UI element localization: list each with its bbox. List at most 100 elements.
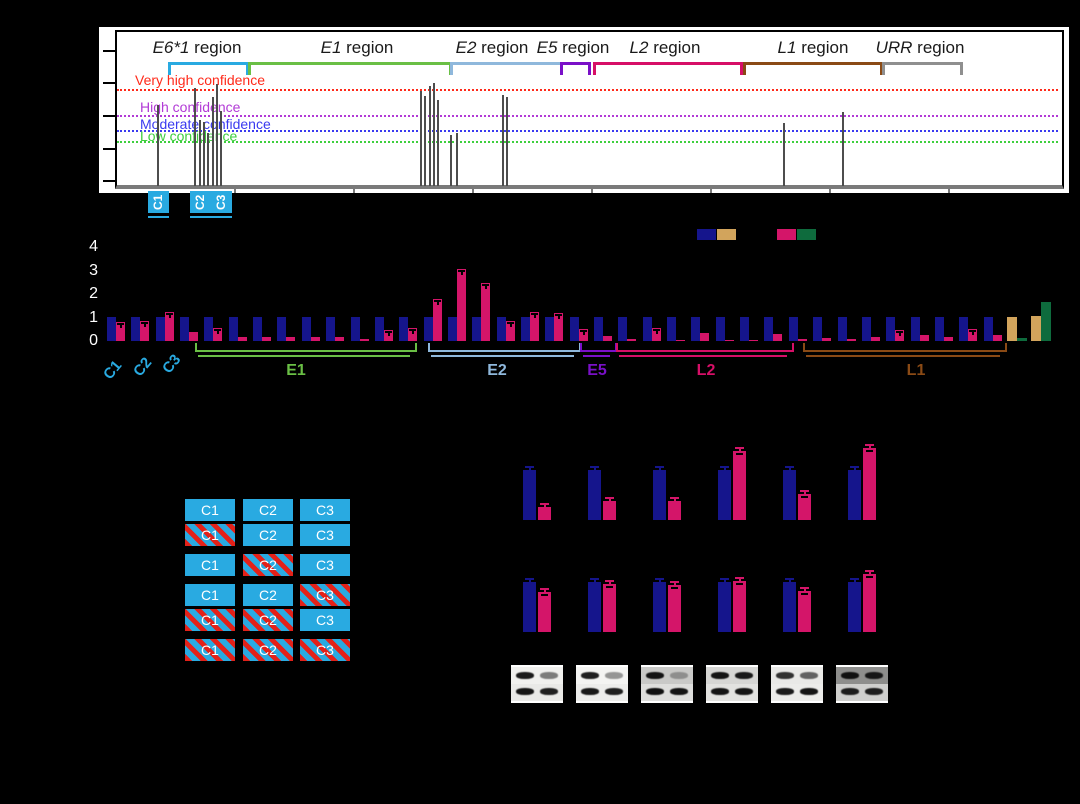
blot-band [735,688,753,695]
confidence-peak [429,86,431,186]
blot-band [581,688,599,695]
bar-magenta [603,584,616,632]
region-bracket [560,62,591,75]
bar-magenta [700,333,709,341]
region-label: E1 region [320,38,394,57]
region-label: E2 [487,362,507,379]
error-bar-stem [529,466,531,474]
bar-magenta [603,501,616,520]
target-site-underline [148,216,169,218]
bar-navy [594,317,603,341]
bar-magenta [530,312,539,341]
target-site-box: C2 [190,191,211,213]
construct-cell-mutated: C1 [185,522,235,548]
bar-magenta [335,337,344,341]
confidence-peak [437,100,439,186]
x-axis-tick [710,187,712,193]
confidence-threshold-line [117,130,1058,132]
bar-navy [667,317,676,341]
region-bracket [168,62,249,75]
target-site-box: C3 [211,191,232,213]
bar-navy [399,317,408,341]
blot-band [735,672,753,679]
bar-magenta [749,340,758,341]
blot-band [516,688,534,695]
error-bar-stem [656,329,658,334]
error-bar-stem [485,284,487,289]
bar-magenta [481,283,490,341]
bar-navy [886,317,895,341]
region-label: L2 [696,362,716,379]
plot-frame [115,30,1064,189]
error-bar-stem [854,578,856,586]
construct-cell: C3 [300,552,350,578]
construct-cell-mutated: C1 [185,637,235,663]
blot-band [516,672,534,679]
confidence-peak [424,96,426,186]
confidence-peak [194,88,196,186]
blot-band [841,688,859,695]
bar-navy [984,317,993,341]
bar-navy [848,582,861,632]
bar-navy [588,470,601,520]
bar-magenta [798,339,807,341]
error-bar-stem [789,466,791,474]
bar-magenta [286,337,295,341]
blot-band [841,672,859,679]
bar-magenta [822,338,831,341]
bar-navy [424,317,433,341]
error-bar-inner-cap [606,586,613,588]
bar-navy [229,317,238,341]
error-bar-inner-cap [541,594,548,596]
bar-magenta [676,340,685,341]
bar-magenta [538,507,551,520]
error-bar-stem [724,466,726,474]
confidence-threshold-line [117,89,1058,91]
bar-navy [521,317,530,341]
bar-magenta [408,328,417,341]
confidence-peak [450,135,452,186]
bar-magenta [668,501,681,520]
error-bar-inner-cap [801,593,808,595]
error-bar-stem [899,331,901,336]
region-label: E5 [587,362,607,379]
bar-magenta [506,321,515,341]
confidence-peak [199,120,201,186]
confidence-threshold-label: Moderate confidence [140,116,271,132]
bar-magenta [668,585,681,632]
blot-band [670,672,688,679]
bar-navy [848,470,861,520]
construct-cell: C1 [185,552,235,578]
y-axis-tick [103,82,115,84]
blot-band [776,672,794,679]
western-blot-loading-control [836,684,888,703]
error-bar-stem [558,314,560,319]
y-axis-tick-label: 2 [89,285,98,302]
bar-magenta [116,322,125,341]
confidence-peak [456,133,458,186]
construct-cell: C2 [243,522,293,548]
bar-tan [1007,317,1017,341]
error-bar-stem [437,300,439,305]
error-bar-stem [510,322,512,327]
region-label: E1 [286,362,306,379]
bar-magenta [554,313,563,341]
bar-navy [718,582,731,632]
x-axis-tick [353,187,355,193]
bar-magenta [165,312,174,341]
error-bar-stem [583,330,585,335]
y-axis-tick [103,148,115,150]
x-axis-tick [829,187,831,193]
confidence-threshold-line [117,141,1058,143]
confidence-peak [220,111,222,186]
error-bar-inner-cap [866,450,873,452]
confidence-threshold-label: High confidence [140,99,241,115]
bar-navy [935,317,944,341]
error-bar-stem [609,580,611,588]
construct-cell-mutated: C3 [300,582,350,608]
confidence-peak [207,133,209,186]
error-bar-stem [854,466,856,474]
bar-magenta [433,299,442,341]
